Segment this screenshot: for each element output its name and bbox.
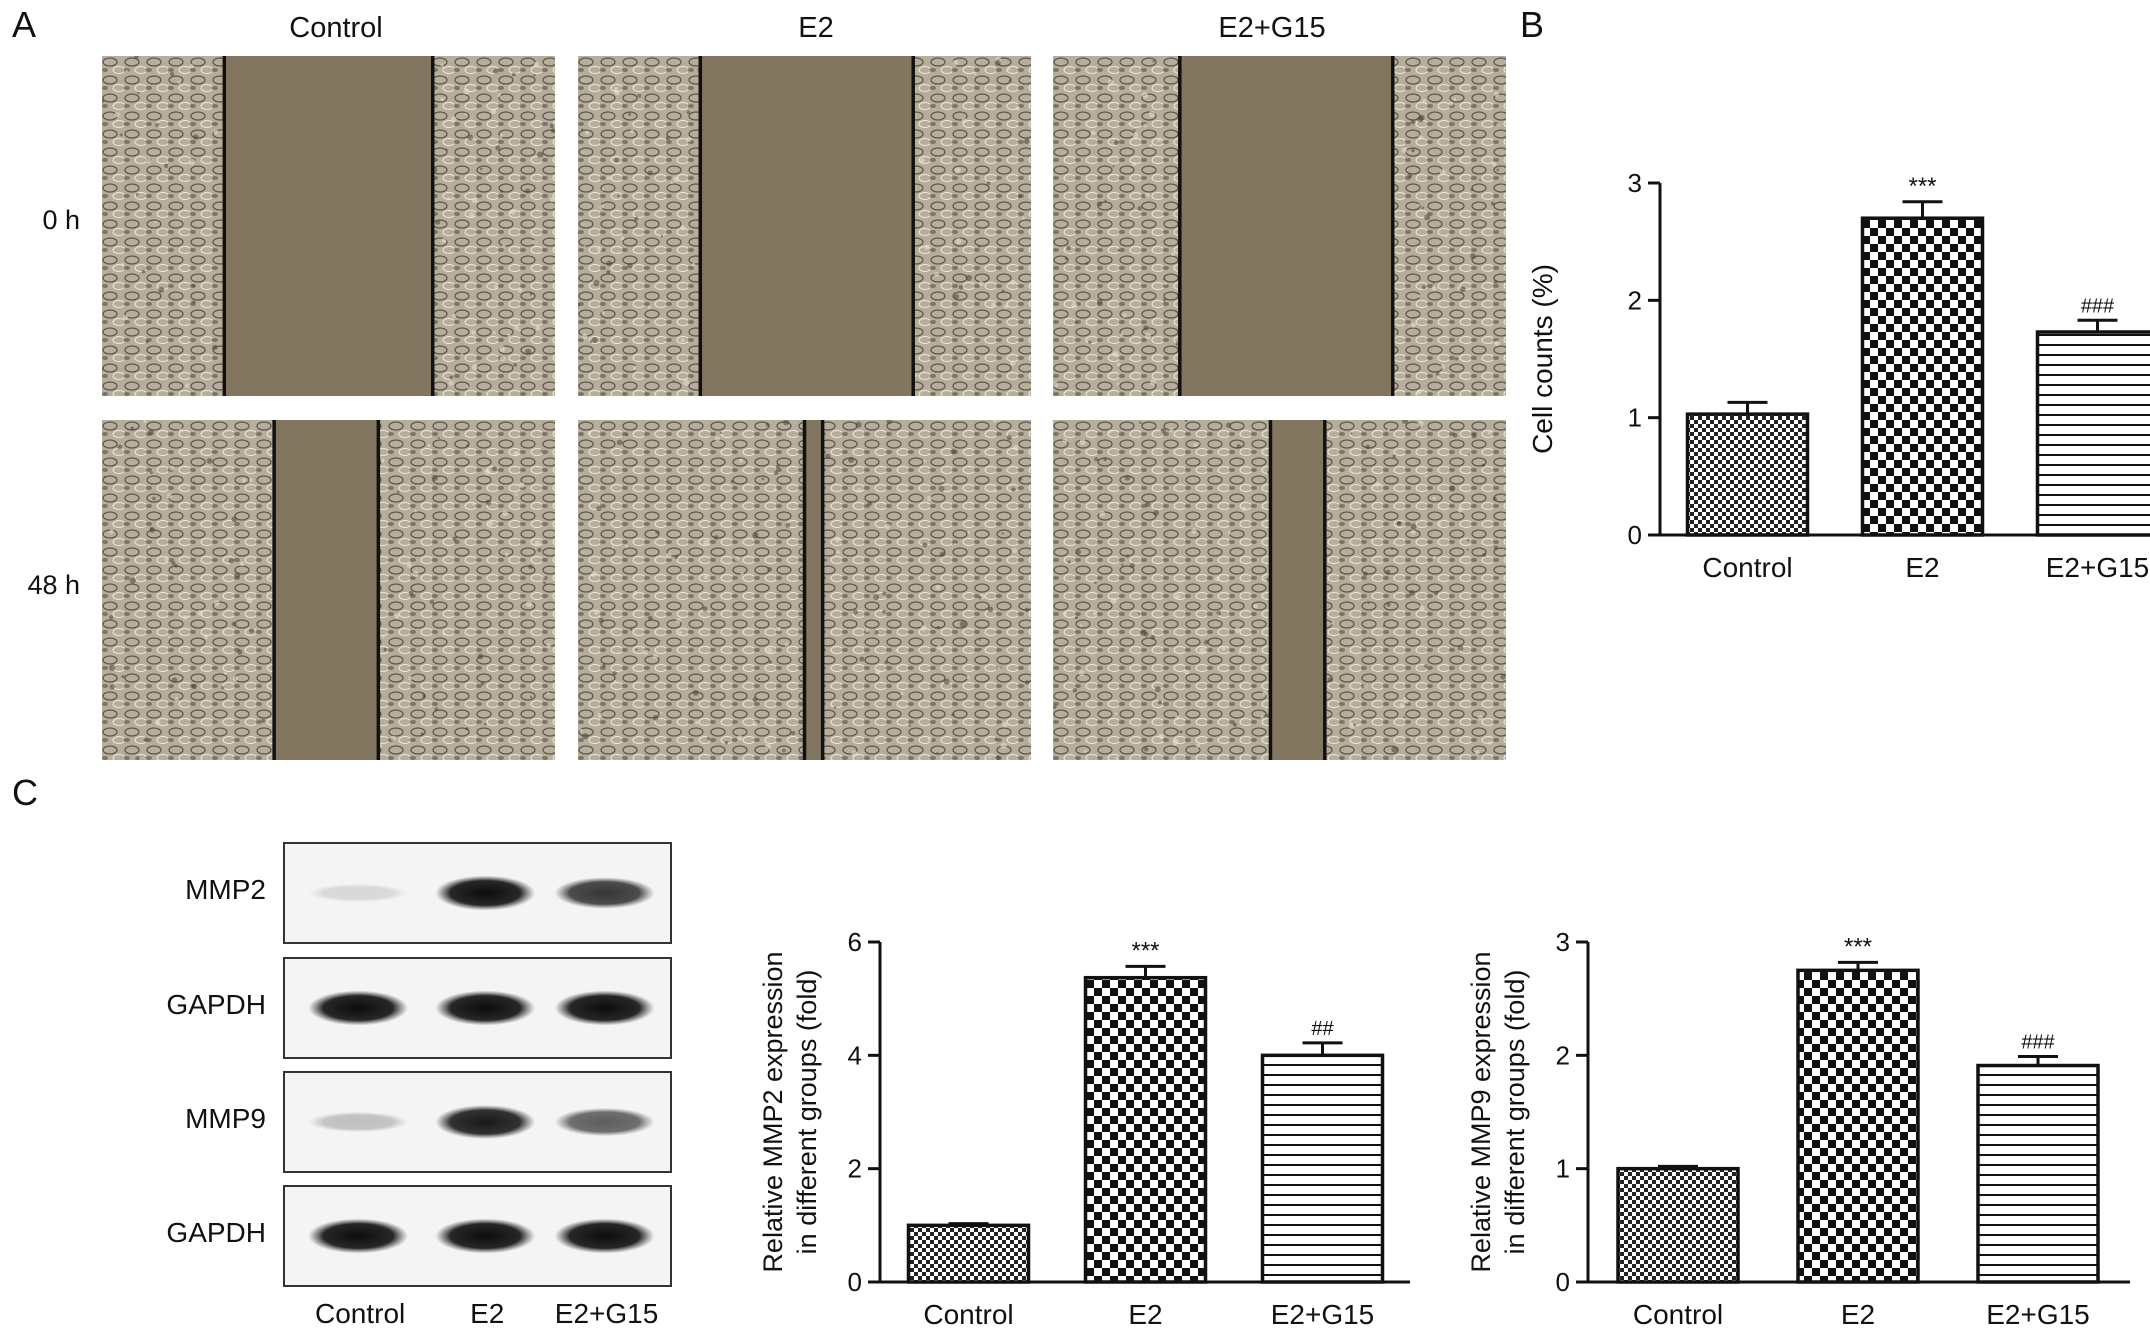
bar-control	[906, 1223, 1031, 1284]
bar-control	[1685, 412, 1810, 537]
x-tick-label: E2+G15	[2046, 552, 2150, 583]
x-tick-label: E2	[1905, 552, 1939, 583]
x-tick-label: E2	[1841, 1299, 1875, 1330]
blot-band	[435, 1218, 536, 1254]
y-tick-label: 2	[848, 1154, 862, 1184]
x-tick-label: E2	[1128, 1299, 1162, 1330]
y-axis-label-line2: in different groups (fold)	[792, 970, 822, 1255]
y-axis-label: Relative MMP2 expression	[758, 951, 788, 1272]
blot-band	[554, 877, 655, 909]
blot-band	[308, 883, 409, 903]
bar-e2	[1796, 968, 1920, 1284]
micrograph-0h-e2-g15	[1053, 56, 1506, 396]
blot-lane-label-control: Control	[315, 1298, 406, 1329]
blot-band	[308, 1111, 409, 1133]
y-tick-label: 3	[1628, 168, 1642, 198]
micrograph-48h-e2-g15	[1053, 420, 1506, 760]
y-axis-label: Relative MMP9 expression	[1466, 951, 1496, 1272]
blot-strip-mmp9-3	[283, 1071, 672, 1173]
bar-e2	[1860, 216, 1985, 537]
blot-band	[308, 990, 409, 1026]
blot-band	[435, 990, 536, 1026]
micrograph-48h-e2	[578, 420, 1031, 760]
micrograph-0h-e2	[578, 56, 1031, 396]
y-tick-label: 2	[1556, 1040, 1570, 1070]
x-tick-label: Control	[1702, 552, 1792, 583]
y-tick-label: 6	[848, 927, 862, 957]
significance-label: ***	[1844, 933, 1872, 960]
blot-strip-gapdh-4	[283, 1185, 672, 1287]
blot-band	[554, 990, 655, 1026]
y-tick-label: 0	[848, 1267, 862, 1297]
blot-row-label-gapdh: GAPDH	[166, 1217, 266, 1248]
blot-row-label-mmp2: MMP2	[185, 874, 266, 905]
blot-band	[435, 875, 536, 911]
bar-chart-mmp9-expression: 0 1 2 3 Control *** E2 ### E2+G15 Relative MMP9 e…	[1466, 927, 2130, 1330]
y-tick-label: 0	[1556, 1267, 1570, 1297]
blot-lane-label-e2-g15: E2+G15	[554, 1298, 659, 1329]
micrograph-48h-control	[102, 420, 555, 760]
y-tick-label: 2	[1628, 285, 1642, 315]
significance-label: ***	[1908, 173, 1936, 200]
x-tick-label: E2+G15	[1271, 1299, 1375, 1330]
bar-chart-cell-counts: 0 1 2 3 Control *** E2 ### E2+G15 Cell counts (%)	[1527, 168, 2150, 583]
blot-row-label-gapdh: GAPDH	[166, 989, 266, 1020]
bar-control	[1616, 1166, 1740, 1284]
bar-e2-g15	[2035, 330, 2150, 537]
significance-label: ##	[1311, 1018, 1334, 1040]
panel-letter-b: B	[1520, 4, 1545, 45]
column-label-e2: E2	[798, 12, 834, 44]
blot-band	[554, 1218, 655, 1254]
y-tick-label: 1	[1628, 403, 1642, 433]
significance-label: ###	[2021, 1031, 2055, 1053]
blot-strip-gapdh-2	[283, 957, 672, 1059]
column-label-control: Control	[289, 12, 383, 44]
y-tick-label: 1	[1556, 1154, 1570, 1184]
blot-band	[435, 1105, 536, 1139]
y-tick-label: 4	[848, 1040, 862, 1070]
y-axis-label-line2: in different groups (fold)	[1500, 970, 1530, 1255]
row-label-0h: 0 h	[42, 205, 80, 235]
blot-lane-label-e2: E2	[470, 1298, 505, 1329]
micrograph-0h-control	[102, 56, 555, 396]
y-tick-label: 3	[1556, 927, 1570, 957]
significance-label: ***	[1131, 937, 1159, 964]
blot-row-label-mmp9: MMP9	[185, 1103, 266, 1134]
bar-e2-g15	[1976, 1063, 2100, 1284]
bar-chart-mmp2-expression: 0 2 4 6 Control *** E2 ## E2+G15 Relative MMP2 ex…	[758, 927, 1410, 1330]
y-axis-label: Cell counts (%)	[1527, 264, 1558, 454]
y-tick-label: 0	[1628, 520, 1642, 550]
bar-e2-g15	[1260, 1053, 1385, 1284]
blot-strip-mmp2-1	[283, 842, 672, 944]
panel-letter-c: C	[12, 772, 38, 813]
x-tick-label: E2+G15	[1986, 1299, 2090, 1330]
row-label-48h: 48 h	[27, 570, 80, 600]
panel-letter-a: A	[12, 4, 37, 45]
blot-band	[308, 1218, 409, 1254]
blot-band	[554, 1107, 655, 1137]
x-tick-label: Control	[1633, 1299, 1723, 1330]
x-tick-label: Control	[923, 1299, 1013, 1330]
bar-e2	[1083, 975, 1208, 1284]
column-label-e2-g15: E2+G15	[1218, 12, 1326, 44]
significance-label: ###	[2081, 295, 2115, 317]
